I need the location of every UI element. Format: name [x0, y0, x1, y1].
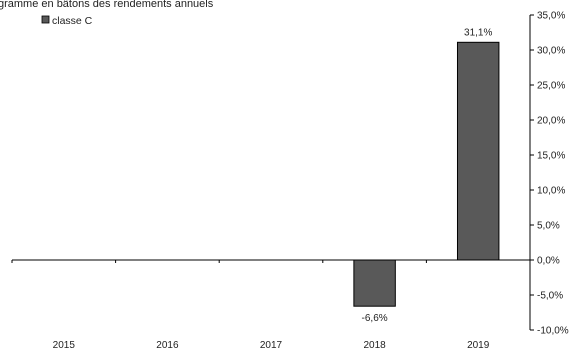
x-axis-categories: 2015 2016 2017 2018 2019 — [53, 340, 490, 349]
legend-swatch — [41, 15, 50, 24]
axes — [11, 15, 531, 330]
y-tick-label: 5,0% — [537, 221, 560, 232]
chart-title: gramme en bâtons des rendements annuels — [0, 0, 214, 10]
y-tick-label: 35,0% — [537, 11, 565, 22]
y-tick-label: -5,0% — [537, 291, 563, 302]
y-tick-label: 0,0% — [537, 256, 560, 267]
y-tick-label: -10,0% — [537, 326, 569, 337]
y-tick-label: 15,0% — [537, 151, 565, 162]
bar — [456, 41, 500, 261]
y-axis-ticks: -10,0% -5,0% 0,0% 5,0% 10,0% 15,0% 20,0% 25,0% 3… — [530, 11, 569, 337]
x-category-label: 2019 — [467, 340, 490, 349]
data-label: 31,1% — [464, 27, 492, 38]
y-tick-label: 20,0% — [537, 116, 565, 127]
data-label: -6,6% — [362, 313, 388, 324]
x-category-label: 2017 — [260, 340, 283, 349]
bars — [353, 41, 500, 307]
y-tick-label: 30,0% — [537, 46, 565, 57]
x-category-label: 2015 — [53, 340, 76, 349]
y-tick-label: 25,0% — [537, 81, 565, 92]
legend-label: classe C — [52, 15, 93, 27]
data-labels: -6,6% 31,1% — [362, 27, 493, 324]
y-tick-label: 10,0% — [537, 186, 565, 197]
x-category-label: 2018 — [363, 340, 386, 349]
legend: classe C — [41, 15, 93, 27]
bar — [353, 259, 396, 307]
x-category-label: 2016 — [156, 340, 179, 349]
